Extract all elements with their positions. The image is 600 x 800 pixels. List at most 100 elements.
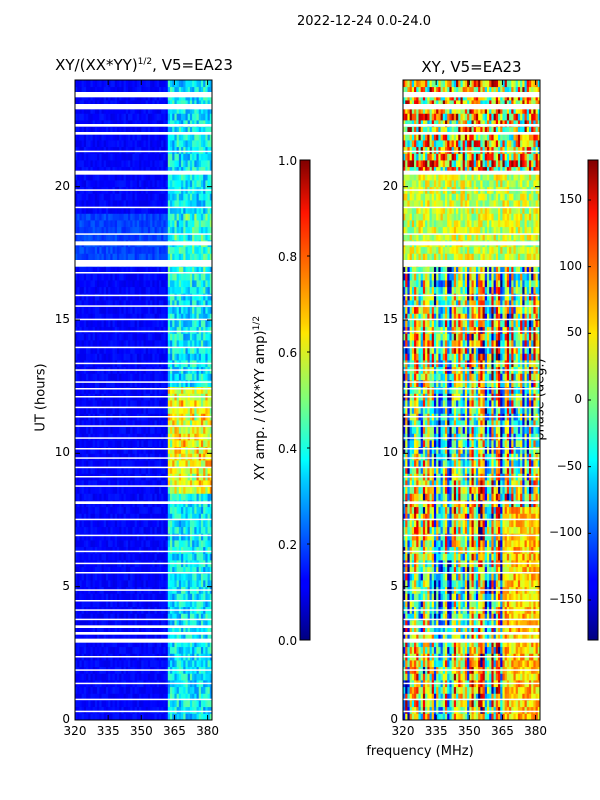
heatmap-cell [200, 280, 204, 288]
heatmap-cell [75, 426, 78, 434]
heatmap-cell [81, 326, 85, 334]
heatmap-cell [119, 513, 122, 521]
heatmap-cell [172, 373, 175, 381]
heatmap-cell [90, 220, 94, 228]
heatmap-cell [88, 453, 91, 461]
heatmap-cell [110, 673, 113, 681]
heatmap-cell [101, 706, 105, 714]
heatmap-cell [192, 526, 195, 534]
heatmap-cell [132, 340, 136, 348]
heatmap-cell [79, 486, 83, 494]
heatmap-cell [189, 433, 193, 441]
heatmap-cell [167, 540, 171, 548]
heatmap-cell [90, 593, 94, 601]
heatmap-cell [209, 660, 213, 668]
heatmap-cell [189, 306, 193, 314]
heatmap-cell [207, 700, 211, 708]
heatmap-cell [189, 513, 193, 521]
heatmap-cell [147, 213, 151, 221]
heatmap-cell [81, 673, 85, 681]
heatmap-cell [143, 406, 147, 414]
heatmap-cell [141, 493, 144, 501]
heatmap-cell [97, 406, 100, 414]
heatmap-cell [143, 193, 147, 201]
heatmap-cell [178, 673, 182, 681]
heatmap-cell [156, 400, 160, 408]
heatmap-cell [88, 273, 91, 281]
heatmap-cell [139, 220, 142, 228]
heatmap-cell [192, 713, 195, 721]
heatmap-cell [130, 660, 133, 668]
heatmap-cell [174, 553, 178, 561]
heatmap-cell [147, 273, 151, 281]
heatmap-cell [101, 313, 105, 321]
heatmap-cell [88, 200, 91, 208]
heatmap-cell [116, 546, 120, 554]
heatmap-cell [123, 280, 127, 288]
heatmap-cell [152, 333, 155, 341]
heatmap-cell [136, 593, 140, 601]
heatmap-cell [110, 326, 113, 334]
heatmap-cell [145, 660, 149, 668]
heatmap-cell [90, 320, 94, 328]
heatmap-cell [110, 453, 113, 461]
heatmap-cell [178, 340, 182, 348]
heatmap-cell [200, 446, 204, 454]
heatmap-cell [123, 533, 127, 541]
heatmap-cell [181, 286, 184, 294]
heatmap-cell [136, 433, 140, 441]
heatmap-cell [185, 486, 189, 494]
heatmap-cell [83, 526, 87, 534]
heatmap-cell [97, 686, 100, 694]
heatmap-cell [161, 300, 164, 308]
heatmap-cell [154, 306, 158, 314]
heatmap-cell [110, 306, 113, 314]
heatmap-cell [139, 633, 142, 641]
heatmap-cell [90, 253, 94, 261]
heatmap-cell [121, 193, 125, 201]
heatmap-cell [181, 673, 184, 681]
heatmap-cell [174, 266, 178, 274]
heatmap-cell [147, 620, 151, 628]
heatmap-cell [90, 513, 94, 521]
heatmap-cell [181, 440, 184, 448]
heatmap-cell [83, 426, 87, 434]
heatmap-cell [134, 266, 138, 274]
heatmap-cell [170, 380, 173, 388]
heatmap-cell [88, 253, 91, 261]
heatmap-cell [176, 540, 180, 548]
heatmap-cell [136, 266, 140, 274]
heatmap-cell [203, 620, 206, 628]
heatmap-cell [101, 213, 105, 221]
heatmap-cell [185, 453, 189, 461]
heatmap-cell [123, 566, 127, 574]
heatmap-cell [205, 326, 208, 334]
heatmap-cell [119, 646, 122, 654]
heatmap-cell [90, 180, 94, 188]
heatmap-cell [170, 253, 173, 261]
heatmap-cell [154, 600, 158, 608]
heatmap-cell [152, 193, 155, 201]
heatmap-cell [170, 620, 173, 628]
heatmap-cell [194, 380, 197, 388]
heatmap-cell [97, 206, 100, 214]
heatmap-cell [203, 320, 206, 328]
heatmap-cell [132, 713, 136, 721]
heatmap-cell [189, 553, 193, 561]
heatmap-cell [194, 600, 197, 608]
heatmap-cell [103, 193, 107, 201]
heatmap-cell [130, 566, 133, 574]
heatmap-cell [178, 700, 182, 708]
heatmap-cell [123, 346, 127, 354]
heatmap-cell [176, 280, 180, 288]
heatmap-cell [88, 533, 91, 541]
heatmap-cell [92, 246, 96, 254]
heatmap-cell [205, 280, 208, 288]
heatmap-cell [79, 346, 83, 354]
heatmap-cell [132, 386, 136, 394]
heatmap-cell [112, 493, 116, 501]
heatmap-cell [183, 513, 186, 521]
heatmap-cell [141, 613, 144, 621]
heatmap-cell [209, 673, 213, 681]
heatmap-cell [194, 306, 197, 314]
